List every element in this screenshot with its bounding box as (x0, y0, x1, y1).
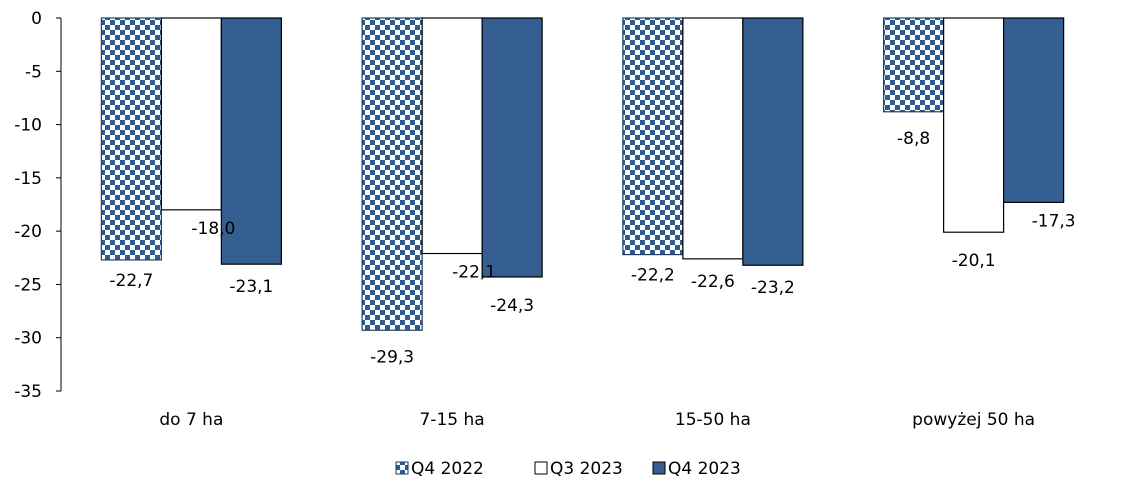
bar-q3-2023 (421, 17, 483, 255)
y-axis: 0 -5 -10 -15 -20 -25 -30 -35 (14, 9, 62, 402)
data-label: -22,2 (631, 266, 675, 286)
bar-q4-2022 (622, 17, 684, 256)
bar-q4-2022 (361, 17, 423, 331)
data-label: -29,3 (370, 347, 414, 367)
data-label: -22,1 (452, 263, 496, 283)
legend-swatch (395, 461, 409, 475)
legend-label: Q4 2023 (668, 459, 741, 479)
bar-q4-2023 (220, 17, 282, 265)
category-label: 15-50 ha (675, 410, 751, 430)
data-label: -18,0 (191, 219, 235, 239)
data-label: -23,2 (751, 278, 795, 298)
bar-q4-2022 (883, 17, 945, 113)
y-tick-label: -35 (14, 382, 42, 402)
category-label: powyżej 50 ha (912, 410, 1035, 430)
bars (100, 17, 1065, 331)
bar-q3-2023 (682, 17, 744, 260)
bar-q3-2023 (160, 17, 222, 211)
data-label: -22,7 (109, 271, 153, 291)
data-label: -23,1 (229, 277, 273, 297)
bar-q3-2023 (943, 17, 1005, 233)
bar-q4-2023 (742, 17, 804, 266)
data-label: -22,6 (691, 272, 735, 292)
legend-swatch (534, 461, 548, 475)
legend-swatch (652, 461, 666, 475)
category-label: do 7 ha (159, 410, 223, 430)
y-tick-label: -30 (14, 329, 42, 349)
y-tick-label: -25 (14, 275, 42, 295)
bar-q4-2022 (100, 17, 162, 261)
x-axis: do 7 ha 7-15 ha 15-50 ha powyżej 50 ha (159, 410, 1035, 430)
y-tick-label: 0 (31, 9, 42, 29)
category-label: 7-15 ha (420, 410, 485, 430)
legend-label: Q4 2022 (411, 459, 484, 479)
legend: Q4 2022 Q3 2023 Q4 2023 (395, 459, 741, 479)
y-tick-label: -15 (14, 169, 42, 189)
data-label: -24,3 (490, 296, 534, 316)
y-tick-label: -10 (14, 116, 42, 136)
data-label: -8,8 (897, 129, 930, 149)
bar-q4-2023 (1003, 17, 1065, 203)
y-tick-label: -20 (14, 222, 42, 242)
legend-label: Q3 2023 (550, 459, 623, 479)
bar-q4-2023 (481, 17, 543, 278)
data-label: -17,3 (1032, 211, 1076, 231)
data-label: -20,1 (952, 251, 996, 271)
y-tick-label: -5 (25, 62, 42, 82)
data-labels: -22,7 -29,3 -22,2 -8,8 -18,0 -22,1 -22,6 -20,1 -… (109, 129, 1075, 367)
